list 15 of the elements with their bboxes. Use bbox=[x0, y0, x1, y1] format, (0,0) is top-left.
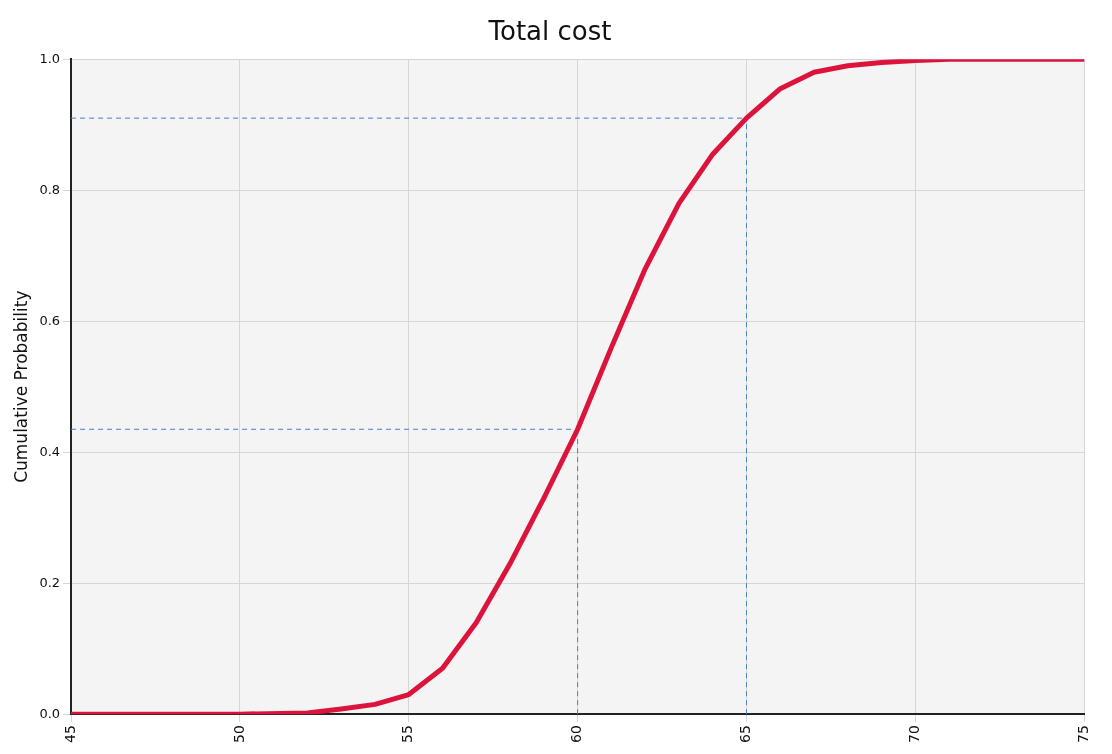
x-tick-label: 75 bbox=[1074, 725, 1091, 744]
chart-title: Total cost bbox=[487, 16, 612, 47]
y-axis-title: Cumulative Probability bbox=[10, 290, 31, 483]
y-tick-label: 1.0 bbox=[39, 50, 61, 66]
y-tick-label: 0.4 bbox=[39, 443, 61, 459]
x-tick-label: 60 bbox=[568, 725, 585, 744]
x-tick-label: 45 bbox=[61, 725, 78, 744]
y-tick-label: 0.6 bbox=[39, 312, 61, 328]
y-tick-label: 0.8 bbox=[39, 181, 61, 197]
y-tick-label: 0.0 bbox=[39, 705, 61, 721]
x-tick-label: 55 bbox=[399, 725, 416, 744]
y-tick-label: 0.2 bbox=[39, 574, 61, 590]
x-tick-label: 50 bbox=[230, 725, 247, 744]
x-tick-label: 65 bbox=[737, 725, 754, 744]
x-tick-label: 70 bbox=[905, 725, 922, 744]
